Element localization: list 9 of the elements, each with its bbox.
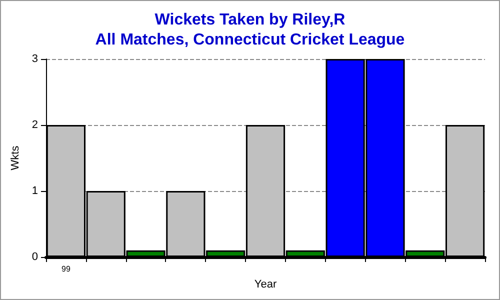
y-tick-label: 0: [32, 251, 38, 263]
y-tick-label: 3: [32, 53, 38, 65]
x-tick-label: 99: [62, 264, 71, 274]
x-axis-title: Year: [254, 278, 277, 290]
chart-title: Wickets Taken by Riley,R: [154, 12, 346, 28]
y-tick-label: 2: [32, 119, 38, 131]
chart-subtitle: All Matches, Connecticut Cricket League: [95, 32, 405, 48]
y-tick-label: 1: [32, 185, 38, 197]
y-axis-title: Wkts: [9, 145, 22, 170]
